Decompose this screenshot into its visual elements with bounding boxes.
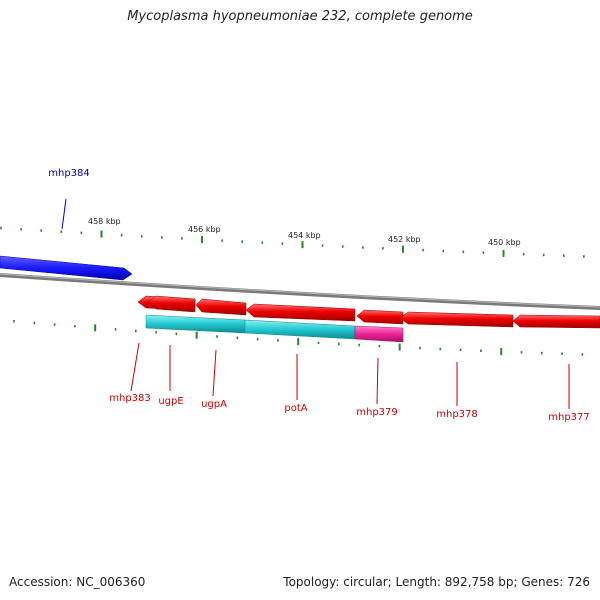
gene-mhp384-arrow[interactable] <box>0 255 133 281</box>
gene-label-ugpE[interactable]: ugpE <box>158 396 183 407</box>
scale-label-458: 458 kbp <box>88 217 121 226</box>
scale-label-454: 454 kbp <box>288 231 321 240</box>
accession-text: Accession: NC_006360 <box>9 575 146 589</box>
leader-mhp384 <box>61 198 67 230</box>
gene-label-mhp377[interactable]: mhp377 <box>548 412 590 423</box>
gene-label-ugpA[interactable]: ugpA <box>201 399 227 410</box>
genome-summary-text: Topology: circular; Length: 892,758 bp; … <box>283 575 590 589</box>
gene-mhp379-arrow[interactable] <box>356 309 404 325</box>
gene-ugpE-arrow[interactable] <box>147 295 196 313</box>
leader-mhp379 <box>376 357 379 405</box>
gene-potA-highlight[interactable] <box>244 319 356 340</box>
gene-label-mhp384[interactable]: mhp384 <box>48 168 90 179</box>
leader-mhp383 <box>130 342 140 392</box>
gene-label-potA[interactable]: potA <box>284 403 307 414</box>
gene-mhp379-highlight[interactable] <box>354 325 404 343</box>
gene-potA-arrow[interactable] <box>245 303 356 322</box>
gene-mhp377-arrow[interactable] <box>512 314 600 329</box>
scale-label-450: 450 kbp <box>488 238 521 247</box>
leader-ugpA <box>212 349 217 397</box>
gene-label-mhp379[interactable]: mhp379 <box>356 407 398 418</box>
gene-label-mhp383[interactable]: mhp383 <box>109 393 151 404</box>
gene-label-mhp378[interactable]: mhp378 <box>436 409 478 420</box>
gene-ugpA-arrow[interactable] <box>195 298 247 316</box>
gene-ugp-highlight[interactable] <box>145 314 246 334</box>
scale-ticks <box>0 226 585 356</box>
scale-label-456: 456 kbp <box>188 225 221 234</box>
scale-label-452: 452 kbp <box>388 235 421 244</box>
genome-title: Mycoplasma hyopneumoniae 232, complete g… <box>127 9 473 24</box>
gene-mhp378-arrow[interactable] <box>399 311 514 328</box>
genome-backbone <box>0 273 600 310</box>
